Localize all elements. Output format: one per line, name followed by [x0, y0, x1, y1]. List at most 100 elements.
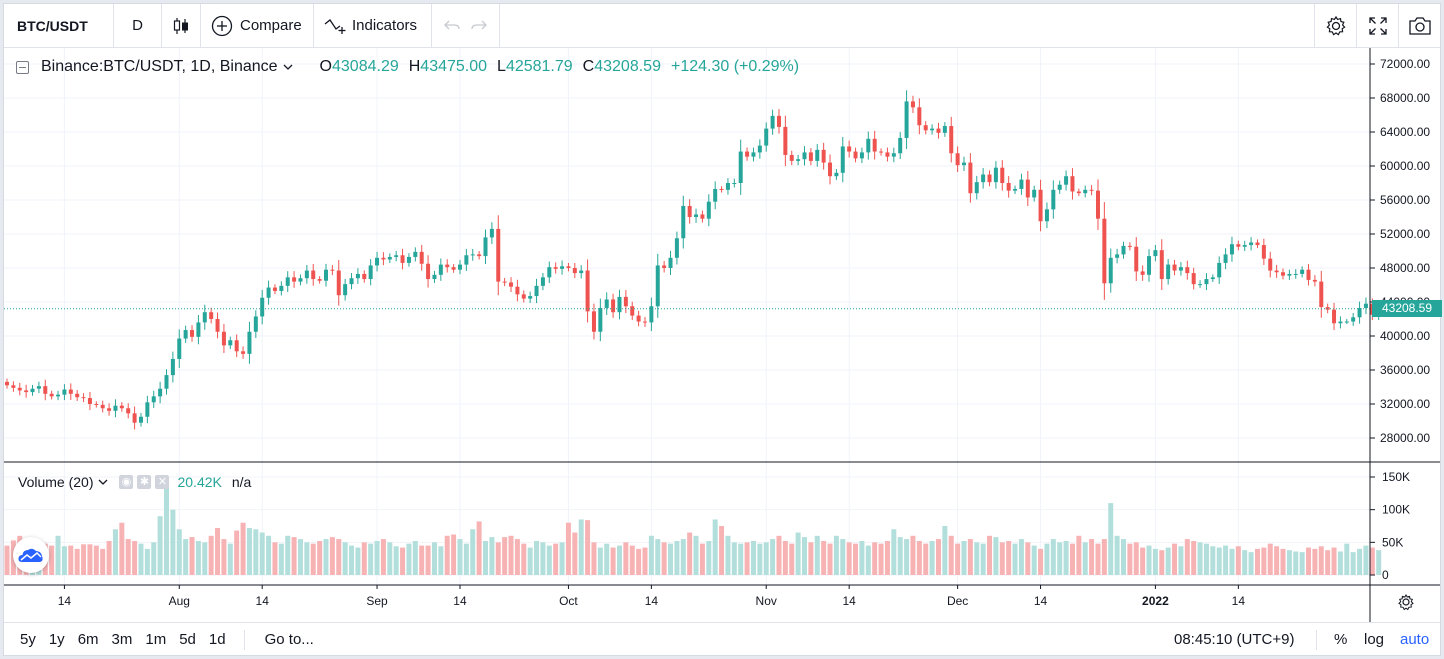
collapse-legend-icon[interactable]: [16, 60, 29, 74]
range-button-1y[interactable]: 1y: [48, 631, 65, 648]
volume-title[interactable]: Volume (20): [18, 474, 94, 490]
price-tick-label: 40000.00: [1380, 329, 1430, 343]
symbol-search[interactable]: BTC/USDT: [4, 3, 114, 48]
volume-bar: [553, 543, 559, 575]
candle-body: [75, 393, 80, 398]
candle-body: [1083, 189, 1088, 194]
candle-body: [566, 266, 571, 268]
range-button-3m[interactable]: 3m: [111, 631, 133, 648]
time-tick-label: Oct: [559, 594, 578, 608]
candle-body: [808, 152, 813, 161]
time-tick-label: 14: [256, 594, 270, 608]
volume-bar: [431, 542, 437, 575]
gear-icon[interactable]: ✱: [137, 475, 152, 489]
goto-button[interactable]: Go to...: [264, 631, 314, 648]
candle-body: [113, 405, 118, 411]
candle-body: [1166, 264, 1171, 280]
redo-icon[interactable]: [471, 19, 488, 33]
volume-bar: [125, 539, 131, 575]
candle-body: [579, 270, 584, 274]
volume-bar: [1191, 541, 1197, 575]
bottom-toolbar: 5y 1y 6m 3m 1m 5d 1d Go to... 08:45:10 (UTC+9)…: [4, 622, 1440, 656]
settings-button[interactable]: [1314, 4, 1356, 48]
candle-body: [100, 404, 105, 409]
volume-bar: [904, 539, 910, 575]
log-toggle[interactable]: log: [1364, 631, 1385, 648]
interval-button[interactable]: D: [114, 3, 162, 48]
volume-bar: [285, 535, 291, 575]
eye-icon[interactable]: ◉: [119, 475, 134, 489]
tradingview-logo[interactable]: [13, 537, 49, 573]
time-tick-label: Sep: [366, 594, 388, 608]
candle-body: [936, 128, 941, 133]
cloud-logo-icon: [18, 548, 43, 562]
volume-bar: [1337, 551, 1343, 575]
legend-title[interactable]: Binance:BTC/USDT, 1D, Binance: [41, 58, 278, 75]
candle-body: [770, 115, 775, 129]
candle-body: [1108, 257, 1113, 284]
close-icon[interactable]: ✕: [155, 475, 170, 489]
candle-body: [68, 389, 73, 394]
clock-label[interactable]: 08:45:10 (UTC+9): [1174, 631, 1295, 648]
volume-bar: [572, 532, 578, 575]
high-value: 43475.00: [420, 58, 488, 75]
candle-body: [917, 107, 922, 126]
candle-body: [572, 268, 577, 274]
compare-button[interactable]: Compare: [201, 3, 314, 48]
volume-bar: [597, 547, 603, 575]
chart-canvas[interactable]: 72000.00 68000.00 64000.00 60000.00 56000.00…: [4, 48, 1440, 622]
candle-body: [1089, 189, 1094, 191]
volume-bar: [380, 539, 386, 575]
candle-body: [1000, 167, 1005, 183]
candle-body: [56, 394, 61, 397]
snapshot-button[interactable]: [1398, 4, 1440, 48]
low-label: L: [497, 58, 506, 75]
auto-toggle[interactable]: auto: [1400, 631, 1430, 648]
candle-body: [521, 294, 526, 299]
range-button-1d[interactable]: 1d: [208, 631, 226, 648]
undo-icon[interactable]: [443, 19, 460, 33]
range-button-5y[interactable]: 5y: [20, 631, 36, 648]
candle-body: [1153, 250, 1158, 257]
volume-bar: [706, 541, 712, 575]
volume-bar: [278, 543, 284, 575]
range-buttons: 5y 1y 6m 3m 1m 5d 1d: [4, 631, 230, 648]
time-tick-label: 14: [1232, 594, 1246, 608]
time-tick-label: Aug: [169, 594, 190, 608]
volume-na: n/a: [231, 474, 252, 490]
volume-bar: [170, 509, 176, 575]
candle-body: [962, 162, 966, 166]
chart-style-button[interactable]: [162, 3, 201, 48]
candle-body: [247, 331, 252, 354]
price-tick-label: 52000.00: [1380, 227, 1430, 241]
candle-body: [910, 101, 915, 108]
candle-body: [706, 201, 711, 219]
volume-legend: Volume (20) ◉ ✱ ✕ 20.42K n/a: [18, 474, 251, 490]
candle-body: [355, 273, 360, 279]
volume-bar: [227, 543, 233, 575]
fullscreen-button[interactable]: [1356, 4, 1398, 48]
percent-toggle[interactable]: %: [1334, 631, 1348, 648]
volume-bar: [361, 542, 367, 575]
volume-bar: [1159, 550, 1165, 575]
candle-body: [62, 389, 67, 395]
volume-bar: [195, 541, 201, 575]
candle-body: [432, 274, 437, 280]
chevron-down-icon[interactable]: [97, 477, 109, 487]
volume-bar: [1293, 551, 1299, 575]
range-button-1m[interactable]: 1m: [145, 631, 167, 648]
chevron-down-icon[interactable]: [282, 62, 294, 72]
candle-body: [815, 149, 820, 161]
candle-body: [209, 312, 214, 319]
candle-body: [655, 265, 660, 307]
price-tick-label: 32000.00: [1380, 397, 1430, 411]
indicators-label: Indicators: [352, 17, 418, 34]
range-button-6m[interactable]: 6m: [77, 631, 99, 648]
volume-bar: [1274, 546, 1280, 575]
candle-body: [757, 145, 762, 153]
volume-bar: [757, 543, 763, 575]
volume-bar: [916, 541, 922, 575]
range-button-5d[interactable]: 5d: [179, 631, 196, 648]
indicators-button[interactable]: Indicators: [314, 3, 432, 48]
volume-bar: [1318, 546, 1324, 575]
